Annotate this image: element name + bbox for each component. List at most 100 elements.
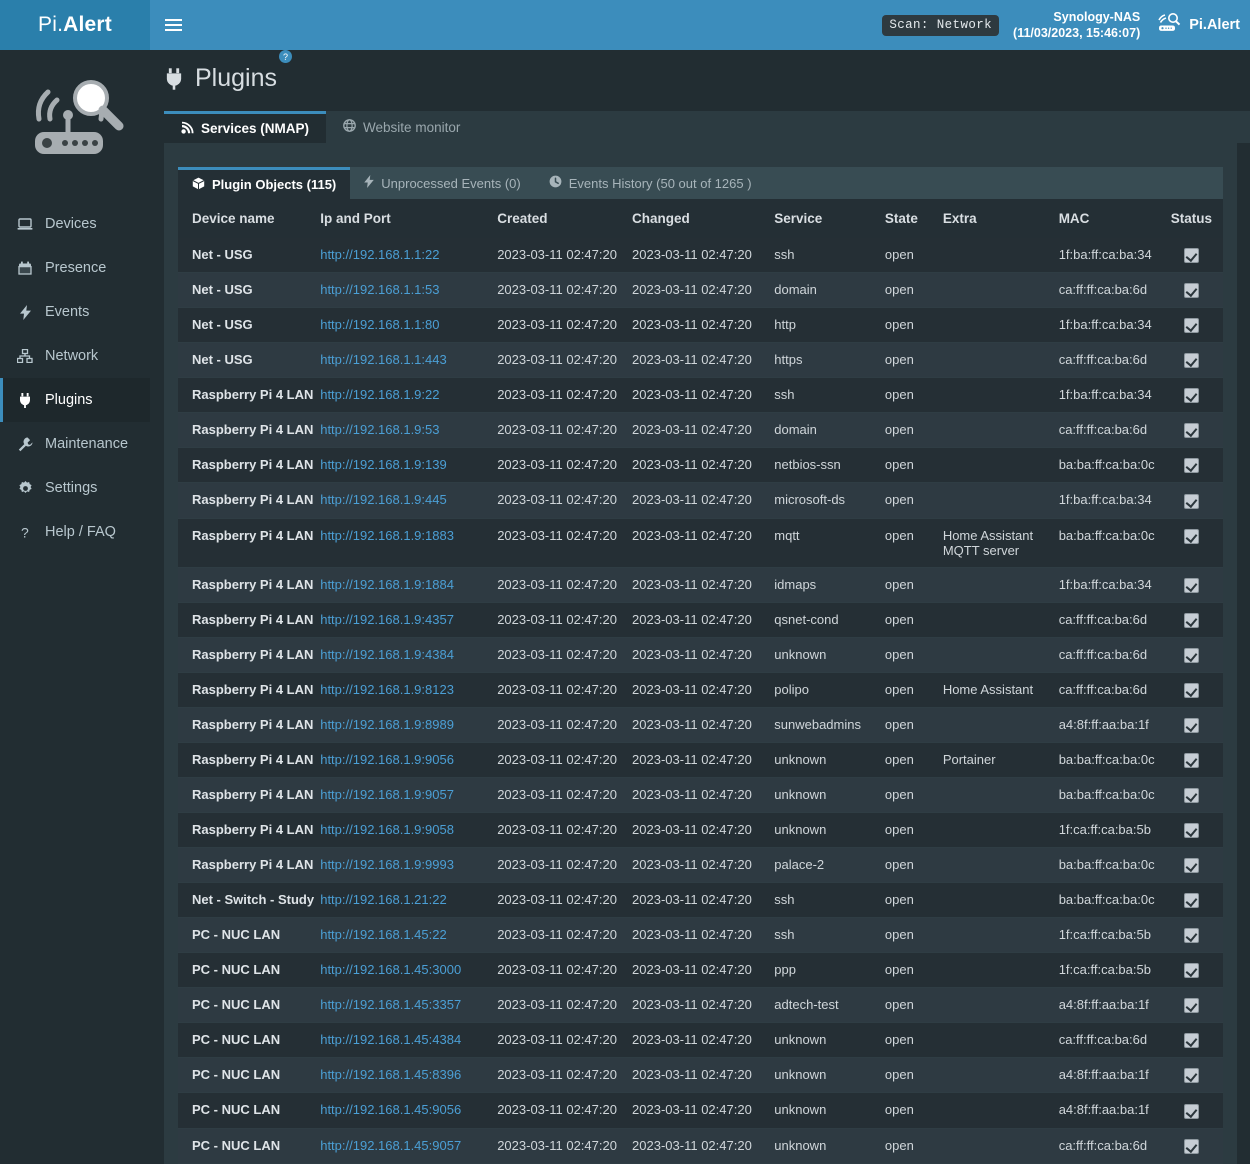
ip-port-link[interactable]: http://192.168.1.1:80 bbox=[320, 317, 440, 333]
table-row[interactable]: Raspberry Pi 4 LAN http://192.168.1.9:999… bbox=[178, 847, 1223, 884]
ip-port-link[interactable]: http://192.168.1.9:9993 bbox=[320, 857, 454, 872]
ip-port-link[interactable]: http://192.168.1.9:1884 bbox=[320, 576, 454, 592]
checkbox-checked-icon[interactable] bbox=[1183, 1033, 1199, 1049]
ip-port-link[interactable]: http://192.168.1.45:9056 bbox=[320, 1102, 462, 1118]
table-row[interactable]: Raspberry Pi 4 LAN http://192.168.1.9:905… bbox=[178, 777, 1223, 813]
checkbox-checked-icon[interactable] bbox=[1183, 682, 1199, 698]
checkbox-checked-icon[interactable] bbox=[1183, 858, 1199, 874]
table-row[interactable]: PC - NUC LAN http://192.168.1.45:9057 2023… bbox=[178, 1128, 1223, 1164]
checkbox-checked-icon[interactable] bbox=[1183, 647, 1199, 663]
sidebar-item-plugins[interactable]: Plugins bbox=[0, 378, 150, 422]
table-row[interactable]: Net - USG http://192.168.1.1:53 2023-03-11… bbox=[178, 272, 1223, 309]
ip-port-link[interactable]: http://192.168.1.9:9058 bbox=[320, 821, 454, 837]
ip-port-link[interactable]: http://192.168.1.45:22 bbox=[320, 927, 447, 943]
sidebar-item-events[interactable]: Events bbox=[0, 290, 150, 334]
table-row[interactable]: Raspberry Pi 4 LAN http://192.168.1.9:188… bbox=[178, 518, 1223, 568]
tab-services-nmap[interactable]: Services (NMAP) bbox=[164, 111, 327, 143]
table-row[interactable]: Raspberry Pi 4 LAN http://192.168.1.9:812… bbox=[178, 672, 1223, 708]
ip-port-link[interactable]: http://192.168.1.9:4357 bbox=[320, 611, 454, 627]
checkbox-checked-icon[interactable] bbox=[1183, 928, 1199, 944]
checkbox-checked-icon[interactable] bbox=[1183, 612, 1199, 628]
table-row[interactable]: PC - NUC LAN http://192.168.1.45:3000 2023… bbox=[178, 952, 1223, 989]
checkbox-checked-icon[interactable] bbox=[1183, 787, 1199, 803]
ip-port-link[interactable]: http://192.168.1.9:53 bbox=[320, 422, 440, 438]
subtab-unprocessed-events[interactable]: Unprocessed Events (0) bbox=[350, 167, 534, 199]
ip-port-link[interactable]: http://192.168.1.9:9057 bbox=[320, 786, 454, 802]
checkbox-checked-icon[interactable] bbox=[1183, 717, 1199, 733]
ip-port-link[interactable]: http://192.168.1.21:22 bbox=[320, 892, 447, 908]
table-row[interactable]: Net - USG http://192.168.1.1:22 2023-03-11… bbox=[178, 238, 1223, 274]
checkbox-checked-icon[interactable] bbox=[1183, 823, 1199, 838]
sidebar-item-network[interactable]: Network bbox=[0, 334, 150, 378]
column-header-status[interactable]: Status bbox=[1159, 199, 1223, 238]
table-row[interactable]: Raspberry Pi 4 LAN http://192.168.1.9:438… bbox=[178, 637, 1223, 673]
table-row[interactable]: Raspberry Pi 4 LAN http://192.168.1.9:22 2… bbox=[178, 377, 1223, 414]
table-row[interactable]: PC - NUC LAN http://192.168.1.45:8396 2023… bbox=[178, 1057, 1223, 1094]
table-row[interactable]: Raspberry Pi 4 LAN http://192.168.1.9:898… bbox=[178, 707, 1223, 743]
ip-port-link[interactable]: http://192.168.1.45:3000 bbox=[320, 962, 462, 978]
checkbox-checked-icon[interactable] bbox=[1183, 1103, 1199, 1119]
sidebar-item-settings[interactable]: Settings bbox=[0, 466, 150, 510]
checkbox-checked-icon[interactable] bbox=[1183, 458, 1199, 474]
ip-port-link[interactable]: http://192.168.1.9:139 bbox=[320, 457, 447, 473]
ip-port-link[interactable]: http://192.168.1.45:8396 bbox=[320, 1067, 462, 1083]
table-row[interactable]: Raspberry Pi 4 LAN http://192.168.1.9:445… bbox=[178, 482, 1223, 519]
ip-port-link[interactable]: http://192.168.1.1:443 bbox=[320, 352, 447, 368]
checkbox-checked-icon[interactable] bbox=[1183, 388, 1199, 404]
table-row[interactable]: Raspberry Pi 4 LAN http://192.168.1.9:905… bbox=[178, 742, 1223, 778]
checkbox-checked-icon[interactable] bbox=[1183, 353, 1199, 369]
table-row[interactable]: PC - NUC LAN http://192.168.1.45:4384 2023… bbox=[178, 1022, 1223, 1059]
ip-port-link[interactable]: http://192.168.1.1:22 bbox=[320, 247, 440, 262]
column-header-ip-and-port[interactable]: Ip and Port bbox=[320, 199, 498, 238]
checkbox-checked-icon[interactable] bbox=[1183, 283, 1199, 299]
ip-port-link[interactable]: http://192.168.1.9:9056 bbox=[320, 751, 454, 767]
table-row[interactable]: Raspberry Pi 4 LAN http://192.168.1.9:53 2… bbox=[178, 412, 1223, 449]
tab-website-monitor[interactable]: Website monitor bbox=[326, 111, 477, 143]
column-header-device-name[interactable]: Device name bbox=[178, 199, 321, 238]
ip-port-link[interactable]: http://192.168.1.1:53 bbox=[320, 282, 440, 298]
ip-port-link[interactable]: http://192.168.1.9:22 bbox=[320, 387, 440, 403]
checkbox-checked-icon[interactable] bbox=[1183, 1068, 1199, 1084]
sidebar-item-devices[interactable]: Devices bbox=[0, 202, 150, 246]
header-brand-link[interactable]: Pi.Alert bbox=[1154, 12, 1240, 39]
checkbox-checked-icon[interactable] bbox=[1183, 963, 1199, 979]
subtab-plugin-objects[interactable]: Plugin Objects (115) bbox=[178, 167, 351, 199]
table-row[interactable]: PC - NUC LAN http://192.168.1.45:3357 2023… bbox=[178, 987, 1223, 1024]
table-row[interactable]: PC - NUC LAN http://192.168.1.45:22 2023-0… bbox=[178, 917, 1223, 954]
ip-port-link[interactable]: http://192.168.1.45:4384 bbox=[320, 1032, 462, 1048]
ip-port-link[interactable]: http://192.168.1.9:8123 bbox=[320, 681, 454, 697]
checkbox-checked-icon[interactable] bbox=[1183, 752, 1199, 768]
ip-port-link[interactable]: http://192.168.1.45:9057 bbox=[320, 1137, 462, 1153]
column-header-service[interactable]: Service bbox=[774, 199, 885, 238]
column-header-mac[interactable]: MAC bbox=[1058, 199, 1160, 238]
scan-status-badge[interactable]: Scan: Network bbox=[882, 14, 1000, 36]
ip-port-link[interactable]: http://192.168.1.9:445 bbox=[320, 492, 447, 508]
sidebar-item-maintenance[interactable]: Maintenance bbox=[0, 422, 150, 466]
checkbox-checked-icon[interactable] bbox=[1183, 1138, 1199, 1154]
checkbox-checked-icon[interactable] bbox=[1183, 893, 1199, 909]
sidebar-item-help-faq[interactable]: ? Help / FAQ bbox=[0, 510, 150, 554]
table-row[interactable]: PC - NUC LAN http://192.168.1.45:9056 2023… bbox=[178, 1092, 1223, 1129]
sidebar-item-presence[interactable]: Presence bbox=[0, 246, 150, 290]
column-header-created[interactable]: Created bbox=[497, 199, 633, 238]
table-row[interactable]: Raspberry Pi 4 LAN http://192.168.1.9:905… bbox=[178, 812, 1223, 849]
table-row[interactable]: Net - Switch - Study http://192.168.1.21:… bbox=[178, 882, 1223, 919]
checkbox-checked-icon[interactable] bbox=[1183, 998, 1199, 1014]
table-row[interactable]: Raspberry Pi 4 LAN http://192.168.1.9:139… bbox=[178, 447, 1223, 484]
table-row[interactable]: Net - USG http://192.168.1.1:80 2023-03-11… bbox=[178, 307, 1223, 344]
checkbox-checked-icon[interactable] bbox=[1183, 528, 1199, 544]
checkbox-checked-icon[interactable] bbox=[1183, 248, 1199, 264]
ip-port-link[interactable]: http://192.168.1.9:4384 bbox=[320, 646, 454, 662]
checkbox-checked-icon[interactable] bbox=[1183, 577, 1199, 593]
table-row[interactable]: Raspberry Pi 4 LAN http://192.168.1.9:188… bbox=[178, 567, 1223, 603]
column-header-state[interactable]: State bbox=[884, 199, 943, 238]
ip-port-link[interactable]: http://192.168.1.9:1883 bbox=[320, 527, 454, 543]
table-row[interactable]: Raspberry Pi 4 LAN http://192.168.1.9:435… bbox=[178, 602, 1223, 638]
help-badge-icon[interactable]: ? bbox=[279, 50, 292, 63]
sidebar-toggle-button[interactable] bbox=[150, 0, 196, 50]
brand-logo-block[interactable]: Pi.Alert bbox=[0, 0, 150, 50]
subtab-events-history[interactable]: Events History (50 out of 1265 ) bbox=[535, 167, 766, 199]
ip-port-link[interactable]: http://192.168.1.9:8989 bbox=[320, 716, 454, 732]
column-header-extra[interactable]: Extra bbox=[942, 199, 1059, 238]
checkbox-checked-icon[interactable] bbox=[1183, 493, 1199, 509]
